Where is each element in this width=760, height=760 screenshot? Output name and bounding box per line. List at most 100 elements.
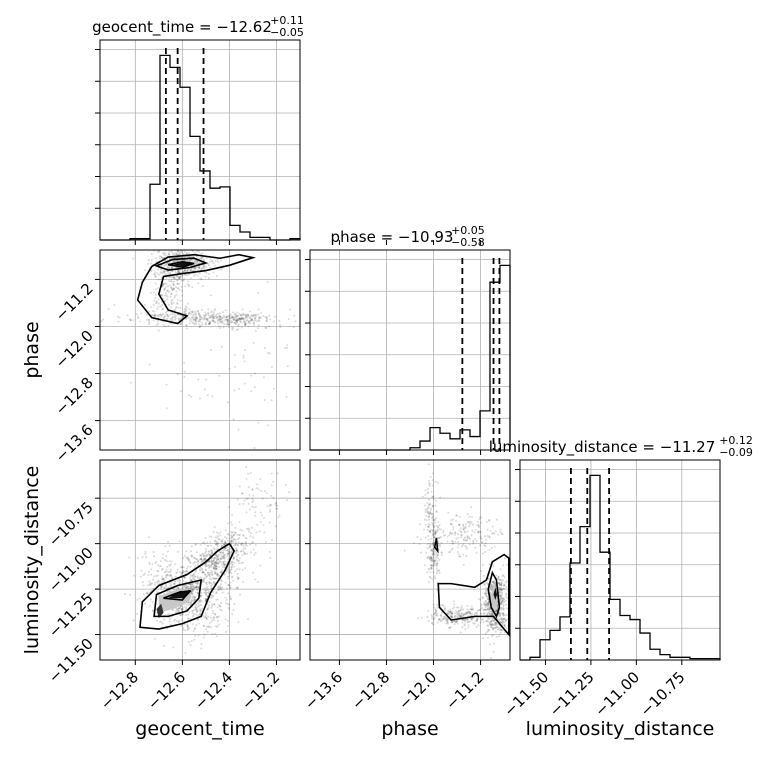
sample-point [207, 607, 210, 610]
sample-point [430, 557, 433, 560]
sample-point [198, 608, 201, 611]
sample-point [224, 602, 227, 605]
sample-point [491, 581, 494, 584]
sample-point [467, 621, 470, 624]
sample-point [430, 549, 433, 552]
sample-point [196, 581, 199, 584]
sample-point [172, 287, 175, 290]
sample-point [208, 622, 211, 625]
sample-point [433, 525, 436, 528]
sample-point [172, 315, 175, 318]
sample-point [216, 316, 219, 319]
sample-point [165, 585, 168, 588]
sample-point [467, 626, 470, 629]
sample-point [428, 557, 431, 560]
sample-point [176, 550, 179, 553]
sample-point [484, 545, 487, 548]
sample-point [207, 322, 210, 325]
sample-point [428, 498, 431, 501]
sample-point [216, 635, 219, 638]
sample-point [193, 557, 196, 560]
sample-point [193, 628, 196, 631]
sample-point [455, 620, 458, 623]
sample-point [474, 612, 477, 615]
sample-point [161, 577, 164, 580]
sample-point [238, 537, 241, 540]
sample-point [180, 250, 183, 253]
sample-point [218, 314, 221, 317]
sample-point [431, 615, 434, 618]
sample-point [238, 317, 241, 320]
sample-point [206, 318, 209, 321]
sample-point [470, 605, 473, 608]
sample-point [159, 585, 162, 588]
sample-point [197, 266, 200, 269]
sample-point [493, 620, 496, 623]
sample-point [228, 571, 231, 574]
sample-point [182, 566, 185, 569]
sample-point [194, 319, 197, 322]
sample-point [216, 320, 219, 323]
sample-point [186, 556, 189, 559]
sample-point [181, 278, 184, 281]
sample-point [230, 315, 233, 318]
sample-point [214, 561, 217, 564]
sample-point [172, 283, 175, 286]
sample-point [152, 319, 155, 322]
sample-point [250, 526, 253, 529]
sample-point [498, 612, 501, 615]
sample-point [480, 603, 483, 606]
sample-point [486, 612, 489, 615]
sample-point [463, 536, 466, 539]
sample-point [194, 570, 197, 573]
sample-point [199, 320, 202, 323]
sample-point [433, 536, 436, 539]
sample-point [465, 618, 468, 621]
sample-point [215, 558, 218, 561]
sample-point [487, 598, 490, 601]
sample-point [198, 250, 201, 253]
sample-point [270, 539, 273, 542]
sample-point [217, 532, 220, 535]
sample-point [238, 317, 241, 320]
sample-point [165, 569, 168, 572]
sample-point [230, 551, 233, 554]
sample-point [219, 259, 222, 262]
sample-point [490, 619, 493, 622]
title-minus-luminosity_distance: −0.09 [719, 446, 753, 459]
sample-point [150, 270, 153, 273]
sample-point [234, 538, 237, 541]
sample-point [466, 513, 469, 516]
sample-point [452, 600, 455, 603]
sample-point [209, 566, 212, 569]
sample-point [175, 305, 178, 308]
sample-point [432, 514, 435, 517]
sample-point [447, 613, 450, 616]
sample-point [185, 556, 188, 559]
sample-point [194, 564, 197, 567]
sample-point [145, 555, 148, 558]
sample-point [202, 580, 205, 583]
sample-point [192, 318, 195, 321]
sample-point [195, 317, 198, 320]
sample-point [213, 557, 216, 560]
sample-point [183, 576, 186, 579]
sample-point [501, 588, 504, 591]
sample-point [486, 613, 489, 616]
sample-point [251, 501, 254, 504]
sample-point [475, 613, 478, 616]
sample-point [128, 556, 131, 559]
sample-point [469, 538, 472, 541]
sample-point [434, 530, 437, 533]
hist-panel-geocent_time: geocent_time = −12.62+0.11−0.05 [92, 14, 304, 241]
sample-point [198, 326, 201, 329]
sample-point [167, 270, 170, 273]
sample-point [232, 316, 235, 319]
sample-point [250, 390, 253, 393]
sample-point [170, 287, 173, 290]
sample-point [201, 607, 204, 610]
sample-point [222, 560, 225, 563]
sample-point [172, 259, 175, 262]
